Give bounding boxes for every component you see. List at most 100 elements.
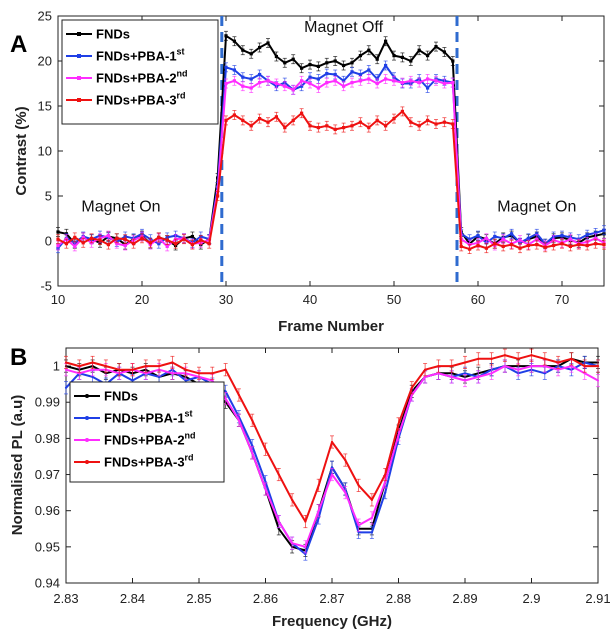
- panel-b-data-point: [224, 390, 227, 393]
- panel-a-legend-marker: [77, 32, 81, 36]
- panel-b-data-point: [330, 440, 334, 444]
- panel-a-y-tick-label: 15: [38, 99, 52, 114]
- panel-b-data-point: [131, 379, 134, 382]
- panel-a-data-point: [426, 54, 430, 58]
- panel-a-data-point: [417, 48, 421, 52]
- panel-a-legend-label: FNDs+PBA-2nd: [96, 69, 188, 86]
- panel-a-data-point: [274, 54, 278, 59]
- panel-a-data-point: [174, 242, 178, 246]
- panel-a-data-point: [602, 243, 606, 247]
- panel-a-data-point: [426, 118, 430, 122]
- panel-b-data-point: [91, 361, 94, 364]
- panel-b-data-point: [158, 364, 161, 368]
- panel-a-x-tick-label: 10: [51, 292, 65, 307]
- panel-a-data-point: [594, 242, 598, 246]
- panel-b-data-point: [543, 364, 546, 368]
- panel-b-x-tick-label: 2.83: [53, 591, 78, 606]
- panel-a-data-point: [367, 68, 371, 72]
- panel-a-data-point: [232, 68, 236, 72]
- panel-b-x-tick-label: 2.9: [522, 591, 540, 606]
- panel-a-data-point: [249, 86, 253, 90]
- panel-a-data-point: [283, 61, 287, 65]
- panel-b-data-point: [304, 552, 307, 556]
- panel-b-data-point: [291, 542, 294, 545]
- panel-b-data-point: [370, 498, 373, 501]
- panel-b-data-point: [410, 386, 413, 389]
- panel-a-data-point: [442, 81, 446, 86]
- panel-a-data-point: [493, 234, 497, 239]
- panel-a-data-point: [291, 57, 295, 61]
- panel-a-data-point: [73, 244, 77, 248]
- panel-a-series-fnds-pba-3-rd: [56, 106, 606, 255]
- panel-b-data-point: [357, 524, 360, 527]
- panel-a-data-point: [291, 118, 295, 122]
- panel-a-data-point: [526, 243, 530, 248]
- panel-a-data-point: [367, 126, 371, 130]
- panel-b-data-point: [477, 357, 480, 360]
- panel-b-data-point: [291, 498, 294, 501]
- panel-a-legend-marker: [77, 54, 81, 58]
- panel-b-data-point: [450, 364, 453, 368]
- panel-a-legend-label: FNDs+PBA-1st: [96, 47, 185, 64]
- panel-a-data-point: [308, 124, 312, 128]
- panel-a-data-point: [165, 244, 169, 248]
- panel-a-data-point: [535, 237, 539, 241]
- panel-b-data-point: [437, 364, 440, 368]
- panel-a-legend-label: FNDs: [96, 27, 130, 42]
- panel-a-data-point: [274, 81, 278, 86]
- panel-a-data-point: [81, 241, 85, 245]
- panel-a-data-point: [375, 118, 379, 122]
- panel-a-data-point: [123, 243, 127, 248]
- panel-a-data-point: [476, 243, 480, 248]
- panel-a-data-point: [350, 124, 354, 128]
- panel-a-data-point: [476, 234, 480, 238]
- panel-a-data-point: [258, 45, 262, 50]
- panel-a-x-axis-label: Frame Number: [278, 318, 384, 335]
- panel-a-data-point: [56, 237, 60, 241]
- panel-b-data-point: [357, 531, 360, 534]
- panel-b-data-point: [344, 458, 347, 462]
- panel-b-x-axis-label: Frequency (GHz): [272, 613, 392, 630]
- panel-b-data-point: [530, 364, 533, 368]
- panel-b-data-point: [570, 364, 573, 368]
- panel-b-y-tick-label: 0.94: [35, 576, 60, 591]
- panel-a-data-point: [115, 242, 119, 246]
- panel-a-data-point: [468, 247, 472, 251]
- panel-a-data-point: [325, 61, 329, 65]
- panel-a-data-point: [358, 72, 362, 77]
- panel-b-data-point: [384, 491, 387, 494]
- panel-b-legend-marker: [85, 416, 89, 420]
- panel-a-data-point: [56, 230, 60, 234]
- panel-a-data-point: [434, 122, 438, 126]
- panel-a-data-point: [106, 243, 110, 247]
- panel-a-data-point: [190, 243, 194, 247]
- panel-a-data-point: [493, 242, 497, 246]
- panel-a-data-point: [266, 41, 270, 45]
- panel-a-data-point: [392, 117, 396, 121]
- panel-b-legend: FNDs FNDs+PBA-1st FNDs+PBA-2nd FNDs+PBA-3rd: [69, 381, 225, 483]
- panel-b-x-tick-label: 2.87: [319, 591, 344, 606]
- panel-a-legend-marker: [77, 76, 81, 80]
- panel-a-x-tick-label: 70: [555, 292, 569, 307]
- panel-b-data-point: [317, 516, 320, 520]
- panel-a-x-tick-label: 40: [303, 292, 317, 307]
- panel-b-data-point: [78, 372, 81, 375]
- panel-a-data-point: [409, 79, 413, 83]
- panel-a-data-point: [451, 122, 455, 126]
- panel-b-y-tick-label: 0.97: [35, 467, 60, 482]
- panel-a-data-point: [232, 39, 236, 43]
- panel-a-data-point: [400, 55, 404, 59]
- panel-b-data-point: [330, 466, 334, 469]
- panel-a-data-point: [451, 81, 455, 85]
- panel-b-legend-label: FNDs+PBA-2nd: [104, 431, 196, 448]
- panel-a-data-point: [90, 236, 94, 240]
- panel-a-y-tick-label: 20: [38, 54, 52, 69]
- panel-b-x-tick-label: 2.88: [386, 591, 411, 606]
- panel-a-data-point: [258, 72, 262, 77]
- panel-b-data-point: [171, 361, 174, 364]
- panel-b-data-point: [397, 422, 400, 426]
- panel-b-data-point: [64, 361, 68, 364]
- panel-a-data-point: [367, 48, 371, 52]
- panel-a-data-point: [274, 115, 278, 119]
- panel-a-data-point: [140, 236, 144, 240]
